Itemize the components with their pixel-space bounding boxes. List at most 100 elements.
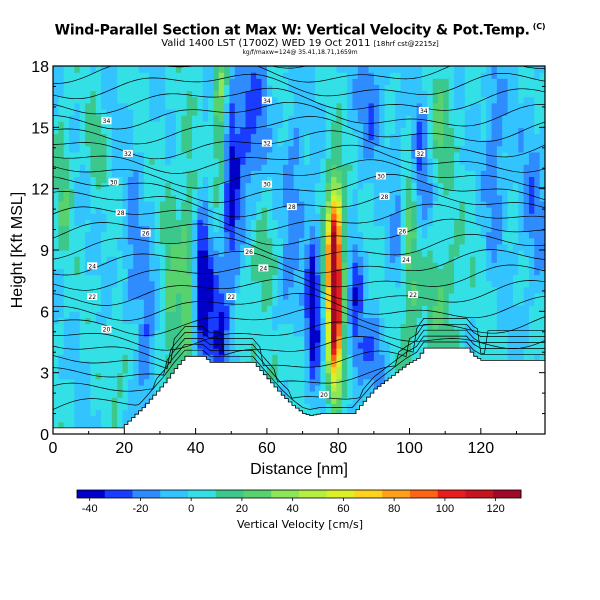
velocity-cell [256, 158, 263, 165]
velocity-cell [432, 256, 439, 263]
velocity-cell [432, 182, 439, 190]
velocity-cell [432, 133, 439, 141]
velocity-cell [347, 391, 354, 398]
velocity-cell [368, 213, 375, 220]
velocity-cell [143, 354, 150, 361]
velocity-cell [192, 311, 198, 319]
velocity-cell [69, 176, 75, 184]
velocity-cell [138, 66, 145, 73]
velocity-cell [53, 194, 59, 202]
title-text: Wind-Parallel Section at Max W: Vertical… [54, 22, 530, 39]
velocity-cell [122, 213, 129, 220]
velocity-cell [282, 151, 289, 159]
velocity-cell [491, 66, 498, 73]
velocity-cell [379, 280, 386, 288]
velocity-cell [69, 90, 75, 98]
velocity-cell [245, 299, 252, 306]
velocity-cell [411, 121, 418, 128]
velocity-cell [79, 90, 86, 98]
velocity-cell [347, 200, 354, 208]
velocity-cell [363, 121, 370, 128]
velocity-cell [138, 170, 145, 177]
velocity-cell [325, 268, 332, 276]
velocity-cell [293, 342, 300, 349]
velocity-cell [149, 115, 156, 122]
velocity-cell [122, 66, 129, 73]
velocity-cell [379, 96, 386, 104]
velocity-cell [106, 299, 113, 306]
velocity-cell [282, 323, 289, 331]
velocity-cell [240, 115, 247, 122]
velocity-cell [117, 305, 124, 312]
velocity-cell [208, 188, 215, 196]
velocity-cell [53, 354, 59, 361]
velocity-cell [245, 200, 252, 208]
velocity-cell [202, 237, 209, 245]
velocity-cell [448, 231, 455, 239]
velocity-cell [90, 354, 97, 361]
velocity-cell [336, 286, 343, 294]
velocity-cell [224, 194, 231, 202]
velocity-cell [422, 329, 428, 337]
velocity-cell [464, 151, 471, 159]
velocity-cell [181, 219, 188, 227]
velocity-cell [111, 158, 118, 165]
velocity-cell [250, 311, 257, 319]
velocity-cell [282, 90, 289, 98]
velocity-cell [480, 280, 487, 288]
velocity-cell [438, 268, 444, 276]
velocity-cell [331, 213, 338, 220]
velocity-cell [368, 219, 375, 227]
velocity-cell [454, 139, 461, 147]
velocity-cell [69, 84, 75, 92]
velocity-cell [79, 213, 86, 220]
velocity-cell [405, 231, 412, 239]
velocity-cell [491, 188, 498, 196]
velocity-cell [101, 108, 108, 116]
velocity-cell [443, 200, 450, 208]
velocity-cell [384, 115, 391, 122]
velocity-cell [325, 299, 332, 306]
velocity-cell [325, 335, 332, 343]
velocity-cell [197, 182, 204, 190]
velocity-cell [181, 151, 188, 159]
velocity-cell [341, 299, 348, 306]
velocity-cell [389, 84, 396, 92]
velocity-cell [320, 243, 327, 251]
velocity-cell [143, 127, 150, 135]
velocity-cell [288, 225, 295, 233]
velocity-cell [117, 121, 124, 128]
velocity-cell [240, 348, 247, 355]
velocity-cell [245, 133, 252, 141]
velocity-cell [299, 366, 305, 374]
velocity-cell [379, 78, 386, 85]
velocity-cell [208, 323, 215, 331]
velocity-cell [320, 151, 327, 159]
velocity-cell [293, 274, 300, 282]
velocity-cell [320, 102, 327, 110]
velocity-cell [282, 102, 289, 110]
velocity-cell [63, 250, 70, 257]
velocity-cell [304, 335, 311, 343]
velocity-cell [229, 268, 236, 276]
velocity-cell [85, 164, 92, 171]
velocity-cell [74, 354, 81, 361]
velocity-cell [341, 207, 348, 214]
velocity-cell [304, 219, 311, 227]
velocity-cell [432, 317, 439, 325]
velocity-cell [58, 96, 65, 104]
velocity-cell [111, 200, 118, 208]
velocity-cell [288, 397, 295, 404]
velocity-cell [491, 348, 498, 355]
velocity-cell [143, 121, 150, 128]
velocity-cell [138, 354, 145, 361]
velocity-cell [53, 213, 59, 220]
velocity-cell [438, 225, 444, 233]
velocity-cell [111, 415, 118, 423]
velocity-cell [309, 305, 316, 312]
velocity-cell [341, 170, 348, 177]
velocity-cell [272, 66, 279, 73]
velocity-cell [454, 342, 461, 349]
velocity-cell [470, 274, 477, 282]
velocity-cell [336, 145, 343, 153]
